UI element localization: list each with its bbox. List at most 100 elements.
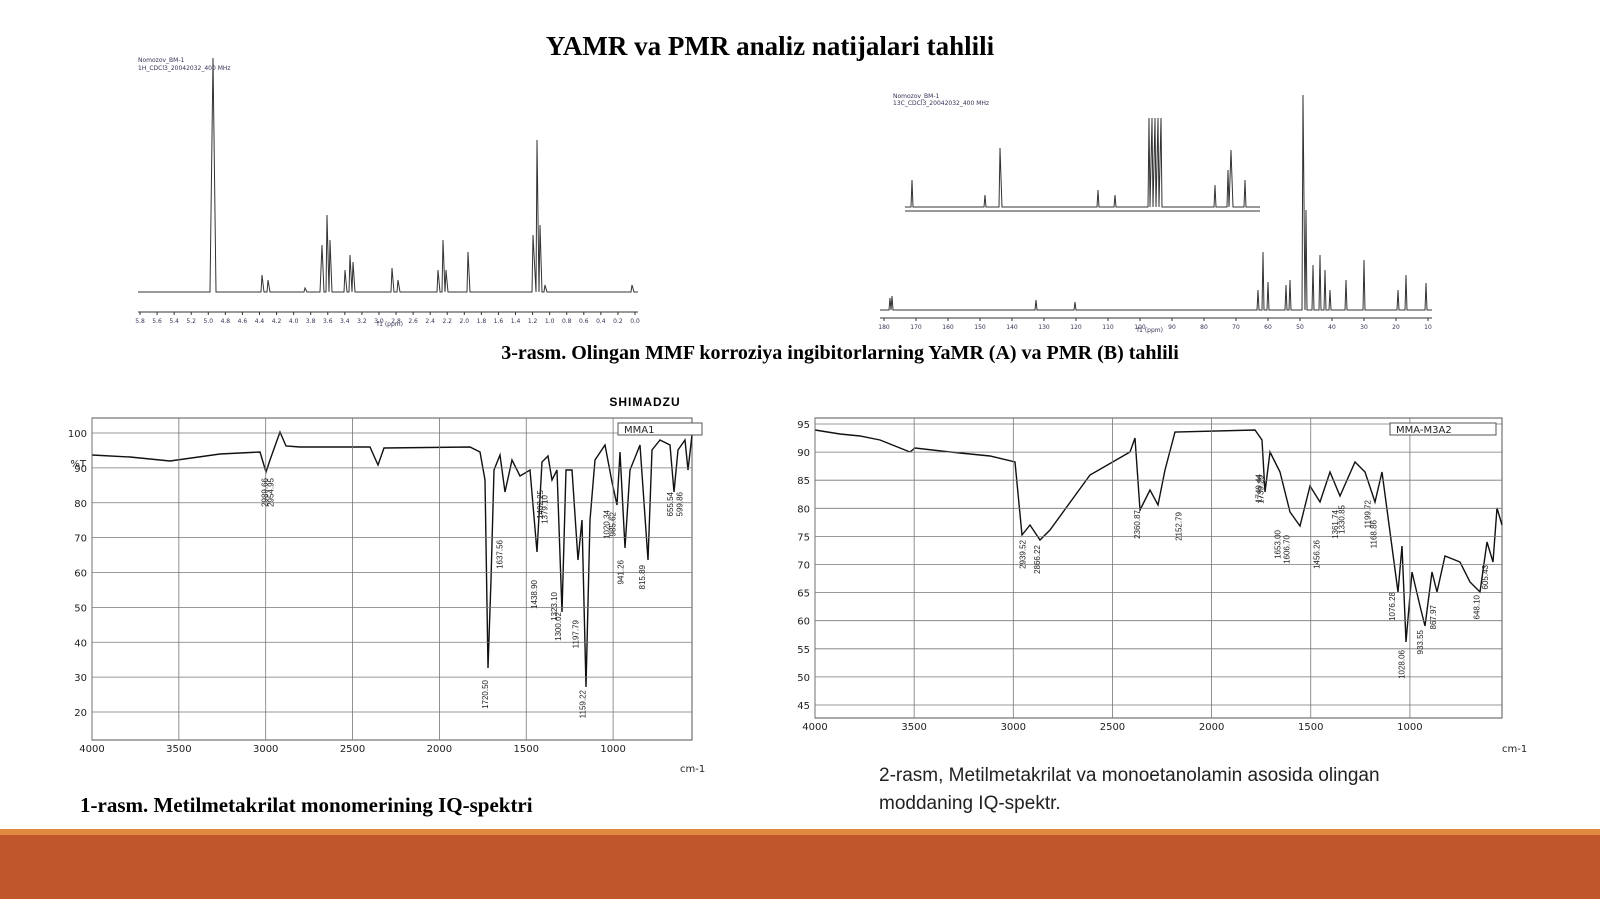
x-tick-label: 4000 [802, 722, 827, 733]
nmr-tick-label: 120 [1070, 324, 1082, 331]
peak-label: 1653.00 [1273, 529, 1282, 558]
nmr-tick-label: 20 [1392, 324, 1400, 331]
peak-label: 1749.44 [1254, 473, 1263, 502]
y-tick-label: 70 [74, 534, 87, 545]
peak-label: 1197.79 [572, 619, 581, 648]
nmr-tick-label: 4.2 [272, 318, 282, 325]
x-tick-label: 3500 [901, 722, 926, 733]
y-tick-label: 20 [74, 708, 87, 719]
peak-label: 1330.85 [1337, 504, 1346, 533]
ir2-xunit: cm-1 [1502, 744, 1527, 755]
ir1-trace [91, 430, 693, 688]
c13-xlabel: f1 (ppm) [1137, 327, 1163, 334]
nmr-tick-label: 0.8 [562, 318, 572, 325]
ir2-trace [814, 429, 1503, 643]
peak-label: 599.86 [676, 491, 685, 516]
nmr-tick-label: 1.6 [494, 318, 504, 325]
nmr-tick-label: 30 [1360, 324, 1368, 331]
footer-band [0, 835, 1600, 899]
y-tick-label: 30 [74, 673, 87, 684]
peak-label: 985.62 [609, 511, 618, 536]
h1-trace [138, 57, 638, 293]
nmr-caption: 3-rasm. Olingan MMF korroziya ingibitorl… [501, 342, 1179, 364]
y-tick-label: 75 [797, 532, 810, 543]
nmr-tick-label: 3.6 [323, 318, 333, 325]
nmr-tick-label: 2.0 [460, 318, 470, 325]
peak-label: 2152.79 [1174, 511, 1183, 540]
ir1-ylabel: %T [70, 459, 87, 470]
ir2-chart: 4000 3500 3000 2500 2000 1500 1000 95 90 85 80 75 70… [797, 417, 1503, 733]
peak-label: 1379.10 [540, 494, 549, 523]
nmr-tick-label: 3.4 [340, 318, 350, 325]
peak-label: 1323.10 [550, 591, 559, 620]
y-tick-label: 80 [797, 504, 810, 515]
x-tick-label: 2500 [340, 744, 365, 755]
c13-nmr [880, 94, 1432, 319]
nmr-tick-label: 170 [910, 324, 922, 331]
nmr-tick-label: 1.0 [545, 318, 555, 325]
peak-label: 1199.72 [1363, 499, 1372, 528]
nmr-tick-label: 130 [1038, 324, 1050, 331]
x-tick-label: 1500 [514, 744, 539, 755]
nmr-tick-label: 4.8 [221, 318, 231, 325]
nmr-tick-label: 70 [1232, 324, 1240, 331]
peak-label: 2939.52 [1018, 539, 1027, 568]
peak-label: 1438.90 [530, 579, 539, 608]
nmr-tick-label: 50 [1296, 324, 1304, 331]
y-tick-label: 60 [797, 617, 810, 628]
y-tick-label: 70 [797, 561, 810, 572]
nmr-tick-label: 3.8 [306, 318, 316, 325]
nmr-tick-label: 5.0 [204, 318, 214, 325]
peak-label: 1606.70 [1283, 534, 1292, 563]
nmr-tick-label: 3.2 [357, 318, 367, 325]
y-tick-label: 60 [74, 569, 87, 580]
peak-label: 1361.74 [1331, 509, 1340, 538]
h1-ticks: 5.8 5.6 5.4 5.2 5.0 4.8 4.6 4.4 4.2 4.0 3.8 3.6 3.4 3… [135, 312, 640, 325]
y-tick-label: 50 [797, 673, 810, 684]
ir1-legend: MMA1 [624, 425, 654, 436]
c13-trace [880, 94, 1432, 311]
h1-header: 1H_CDCl3_20042032_400 MHz [138, 65, 231, 72]
y-tick-label: 45 [797, 701, 810, 712]
h1-nmr [138, 57, 638, 313]
nmr-tick-label: 0.6 [579, 318, 589, 325]
y-tick-label: 50 [74, 603, 87, 614]
nmr-tick-label: 3.0 [374, 318, 384, 325]
peak-label: 1720.50 [481, 679, 490, 708]
y-tick-label: 40 [74, 638, 87, 649]
nmr-tick-label: 90 [1168, 324, 1176, 331]
y-tick-label: 85 [797, 476, 810, 487]
nmr-tick-label: 110 [1102, 324, 1114, 331]
x-tick-label: 2000 [427, 744, 452, 755]
x-tick-label: 3500 [166, 744, 191, 755]
y-tick-label: 55 [797, 645, 810, 656]
peak-label: 1637.56 [495, 539, 504, 568]
x-tick-label: 4000 [79, 744, 104, 755]
nmr-tick-label: 160 [942, 324, 954, 331]
peak-label: 2954.95 [267, 477, 276, 506]
nmr-tick-label: 60 [1264, 324, 1272, 331]
y-tick-label: 80 [74, 499, 87, 510]
nmr-tick-label: 1.4 [511, 318, 521, 325]
peak-label: 1456.26 [1312, 539, 1321, 568]
peak-label: 1300.02 [554, 611, 563, 640]
peak-label: 1402.25 [536, 489, 545, 518]
y-tick-label: 95 [797, 420, 810, 431]
y-tick-label: 90 [797, 448, 810, 459]
nmr-tick-label: 40 [1328, 324, 1336, 331]
peak-label: 648.10 [1473, 594, 1482, 619]
x-tick-label: 3000 [1001, 722, 1026, 733]
ir1-legend-box [617, 422, 703, 436]
nmr-tick-label: 150 [974, 324, 986, 331]
peak-label: 2866.22 [1033, 544, 1042, 573]
ir1-caption: 1-rasm. Metilmetakrilat monomerining IQ-… [80, 793, 533, 817]
peak-label: 1168.86 [1369, 519, 1378, 548]
peak-label: 605.43 [1481, 564, 1490, 589]
nmr-tick-label: 180 [878, 324, 890, 331]
x-tick-label: 1000 [600, 744, 625, 755]
nmr-tick-label: 2.4 [425, 318, 435, 325]
c13-ticks: 180 170 160 150 140 130 120 110 100 90 80 70 60 50 40 3… [878, 318, 1432, 331]
nmr-tick-label: 80 [1200, 324, 1208, 331]
nmr-tick-label: 1.8 [477, 318, 487, 325]
